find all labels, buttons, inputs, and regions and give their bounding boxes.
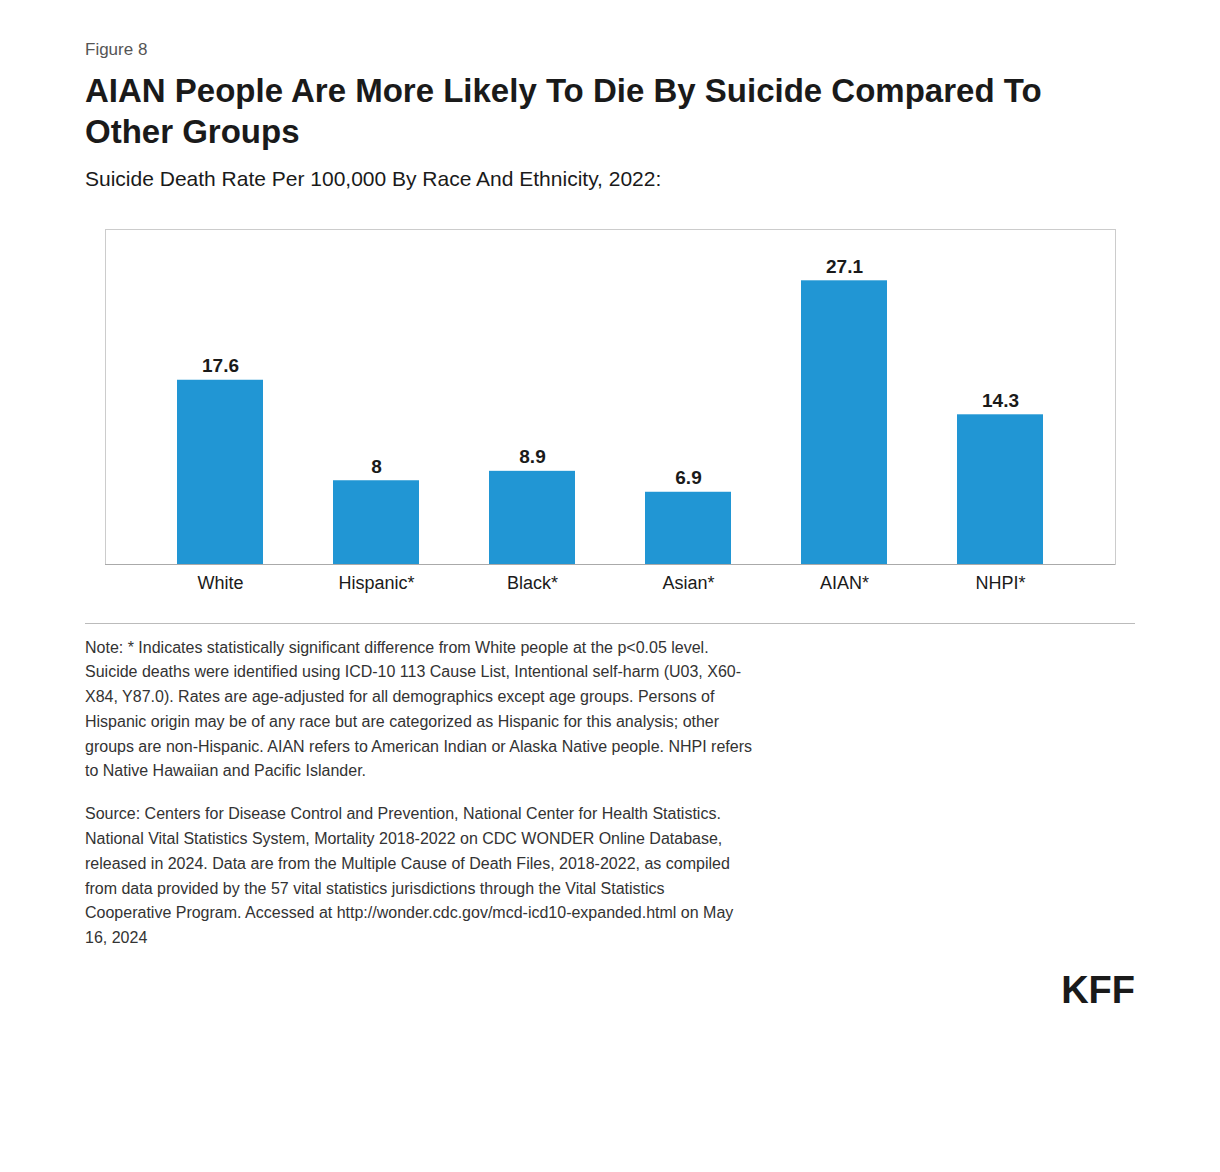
svg-text:8.9: 8.9 — [519, 446, 545, 467]
svg-text:Hispanic*: Hispanic* — [338, 573, 414, 593]
html-text:Source: Centers for Disease Co: Source: Centers for Disease Control and … — [85, 805, 734, 947]
svg-text:Black*: Black* — [507, 573, 558, 593]
html-text:Suicide Death Rate Per 100,000: Suicide Death Rate Per 100,000 By Race A… — [85, 166, 662, 190]
svg-text:27.1: 27.1 — [826, 255, 863, 276]
svg-text:17.6: 17.6 — [202, 355, 239, 376]
svg-text:8: 8 — [371, 455, 382, 476]
svg-text:NHPI*: NHPI* — [975, 573, 1025, 593]
svg-text:White: White — [197, 573, 243, 593]
svg-text:6.9: 6.9 — [675, 467, 701, 488]
svg-text:AIAN*: AIAN* — [820, 573, 869, 593]
svg-text:Asian*: Asian* — [662, 573, 714, 593]
html-text:Note: * Indicates statisticall: Note: * Indicates statistically signific… — [85, 638, 752, 780]
html-text:KFF: KFF — [1061, 969, 1135, 1012]
html-text:AIAN People Are More Likely To: AIAN People Are More Likely To Die By Su… — [85, 72, 1042, 151]
html-text:Figure 8: Figure 8 — [85, 40, 148, 59]
svg-text:14.3: 14.3 — [982, 389, 1019, 410]
